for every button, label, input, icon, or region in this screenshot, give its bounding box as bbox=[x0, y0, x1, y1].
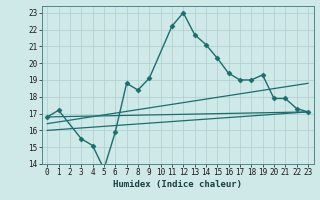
X-axis label: Humidex (Indice chaleur): Humidex (Indice chaleur) bbox=[113, 180, 242, 189]
